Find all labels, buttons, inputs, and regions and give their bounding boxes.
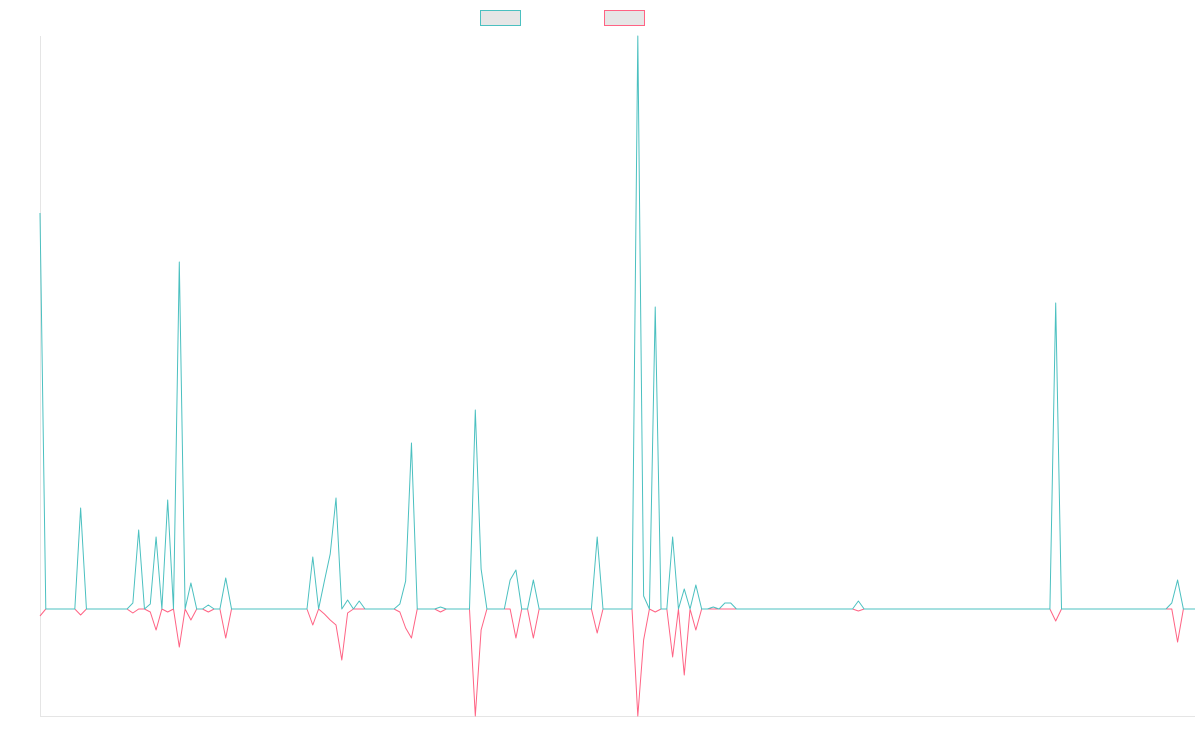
data-line (39, 608, 1195, 717)
legend-swatch[interactable] (480, 10, 521, 26)
data-line (39, 35, 1195, 610)
legend-swatch[interactable] (604, 10, 645, 26)
